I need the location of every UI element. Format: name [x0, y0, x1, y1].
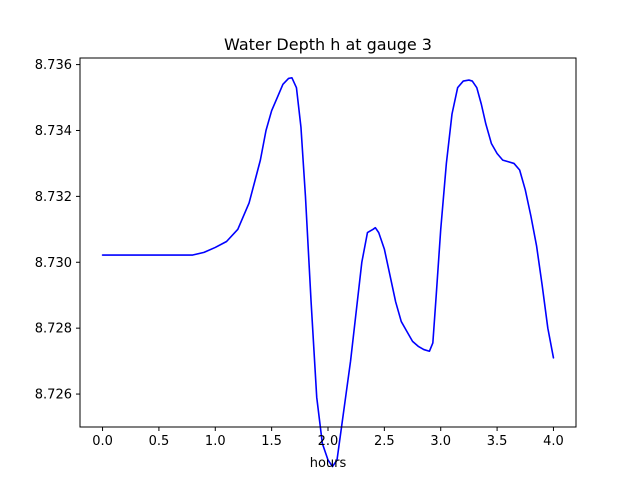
y-tick-label: 8.726 [35, 388, 72, 403]
x-tick-label: 3.0 [430, 434, 451, 449]
y-tick-label: 8.728 [35, 322, 72, 337]
y-tick-label: 8.730 [35, 256, 72, 271]
y-tick-label: 8.732 [35, 190, 72, 205]
series-line [101, 76, 555, 468]
axes-frame [79, 57, 577, 428]
x-tick-label: 0.0 [92, 434, 113, 449]
x-tick-label: 1.0 [205, 434, 226, 449]
x-tick-label: 1.5 [261, 434, 282, 449]
x-axis-label: hours [310, 456, 347, 471]
plot-area [101, 76, 555, 468]
y-tick-label: 8.736 [35, 58, 72, 73]
x-tick-label: 3.5 [487, 434, 508, 449]
x-axis-ticks: 0.0 0.5 1.0 1.5 2.0 2.5 3.0 3.5 4.0 [92, 427, 564, 449]
y-tick-label: 8.734 [35, 124, 72, 139]
x-tick-label: 4.0 [543, 434, 564, 449]
chart-title: Water Depth h at gauge 3 [224, 35, 432, 54]
x-tick-label: 0.5 [149, 434, 170, 449]
y-axis-ticks: 8.726 8.728 8.730 8.732 8.734 8.736 [35, 58, 80, 403]
x-tick-label: 2.5 [374, 434, 395, 449]
x-tick-label: 2.0 [318, 434, 339, 449]
